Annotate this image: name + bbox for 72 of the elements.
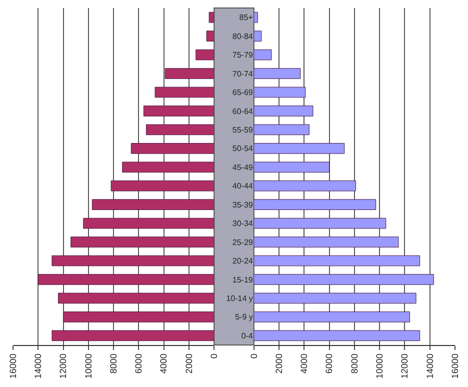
x-tick-label: 6000	[324, 354, 334, 374]
bar	[70, 236, 214, 248]
bar	[52, 330, 214, 342]
bar	[146, 124, 214, 136]
y-tick-label: 35-39	[232, 200, 254, 210]
bar	[254, 236, 399, 248]
x-tick-label: 16000	[8, 354, 18, 379]
x-tick-label: 0	[248, 354, 259, 359]
x-tick-label: 4000	[158, 354, 169, 374]
bar	[130, 143, 214, 154]
bar	[206, 30, 214, 42]
x-tick-label: 10000	[83, 354, 94, 379]
y-tick-label: 65-69	[232, 88, 254, 98]
y-tick-label: 5-9 y	[235, 312, 253, 322]
bar	[254, 218, 386, 229]
bar	[110, 180, 214, 192]
x-tick-label: 4000	[299, 354, 310, 374]
x-tick-label: 6000	[134, 354, 144, 374]
bar	[196, 49, 214, 60]
bar	[38, 274, 214, 285]
y-tick-label: 40-44	[232, 182, 254, 191]
bar	[254, 68, 301, 79]
y-tick-label: 55-59	[232, 125, 254, 134]
bar	[254, 124, 310, 136]
bar	[254, 199, 376, 210]
y-tick-label: 70-74	[232, 69, 254, 78]
y-tick-label: 45-49	[232, 162, 254, 172]
y-tick-label: 20-24	[232, 256, 254, 266]
bar	[92, 199, 214, 210]
bar	[63, 312, 214, 322]
bar	[254, 30, 262, 42]
x-tick-label: 2000	[274, 354, 284, 374]
bar	[58, 292, 214, 304]
bar	[254, 106, 314, 116]
y-tick-label: 60-64	[232, 106, 254, 116]
bar	[122, 162, 214, 173]
bar	[254, 180, 356, 192]
x-tick-label: 8000	[349, 354, 360, 374]
y-tick-label: 80-84	[232, 32, 254, 41]
y-tick-label: 10-14 y	[226, 294, 253, 303]
x-tick-label: 14000	[33, 354, 44, 379]
bar	[254, 86, 306, 98]
y-tick-label: 25-29	[232, 238, 254, 247]
y-tick-label: 85+	[239, 13, 254, 22]
bar	[143, 106, 214, 116]
bar	[254, 255, 420, 266]
bar	[164, 68, 214, 79]
y-tick-label: 15-19	[232, 275, 254, 284]
y-tick-label: 75-79	[232, 50, 254, 60]
bar	[52, 255, 214, 266]
bar	[83, 218, 214, 229]
x-tick-label: 8000	[108, 354, 118, 374]
x-tick-label: 14000	[424, 354, 435, 379]
bar	[254, 49, 272, 60]
y-tick-label: 50-54	[232, 144, 254, 154]
bar	[254, 143, 345, 154]
x-tick-label: 10000	[374, 354, 385, 379]
bar	[254, 12, 258, 23]
bar	[208, 12, 214, 23]
x-tick-label: 2000	[184, 354, 194, 374]
bar	[254, 274, 434, 285]
bar	[254, 330, 420, 342]
x-tick-label: 12000	[400, 354, 410, 379]
x-tick-label: 12000	[58, 354, 68, 379]
bar	[254, 312, 410, 322]
y-tick-label: 30-34	[232, 219, 254, 228]
bar	[254, 162, 330, 173]
x-tick-label: 0	[209, 354, 220, 359]
bar	[154, 86, 214, 98]
bar	[254, 292, 416, 304]
x-tick-label: 16000	[450, 354, 460, 379]
y-tick-label: 0-4	[241, 331, 254, 340]
